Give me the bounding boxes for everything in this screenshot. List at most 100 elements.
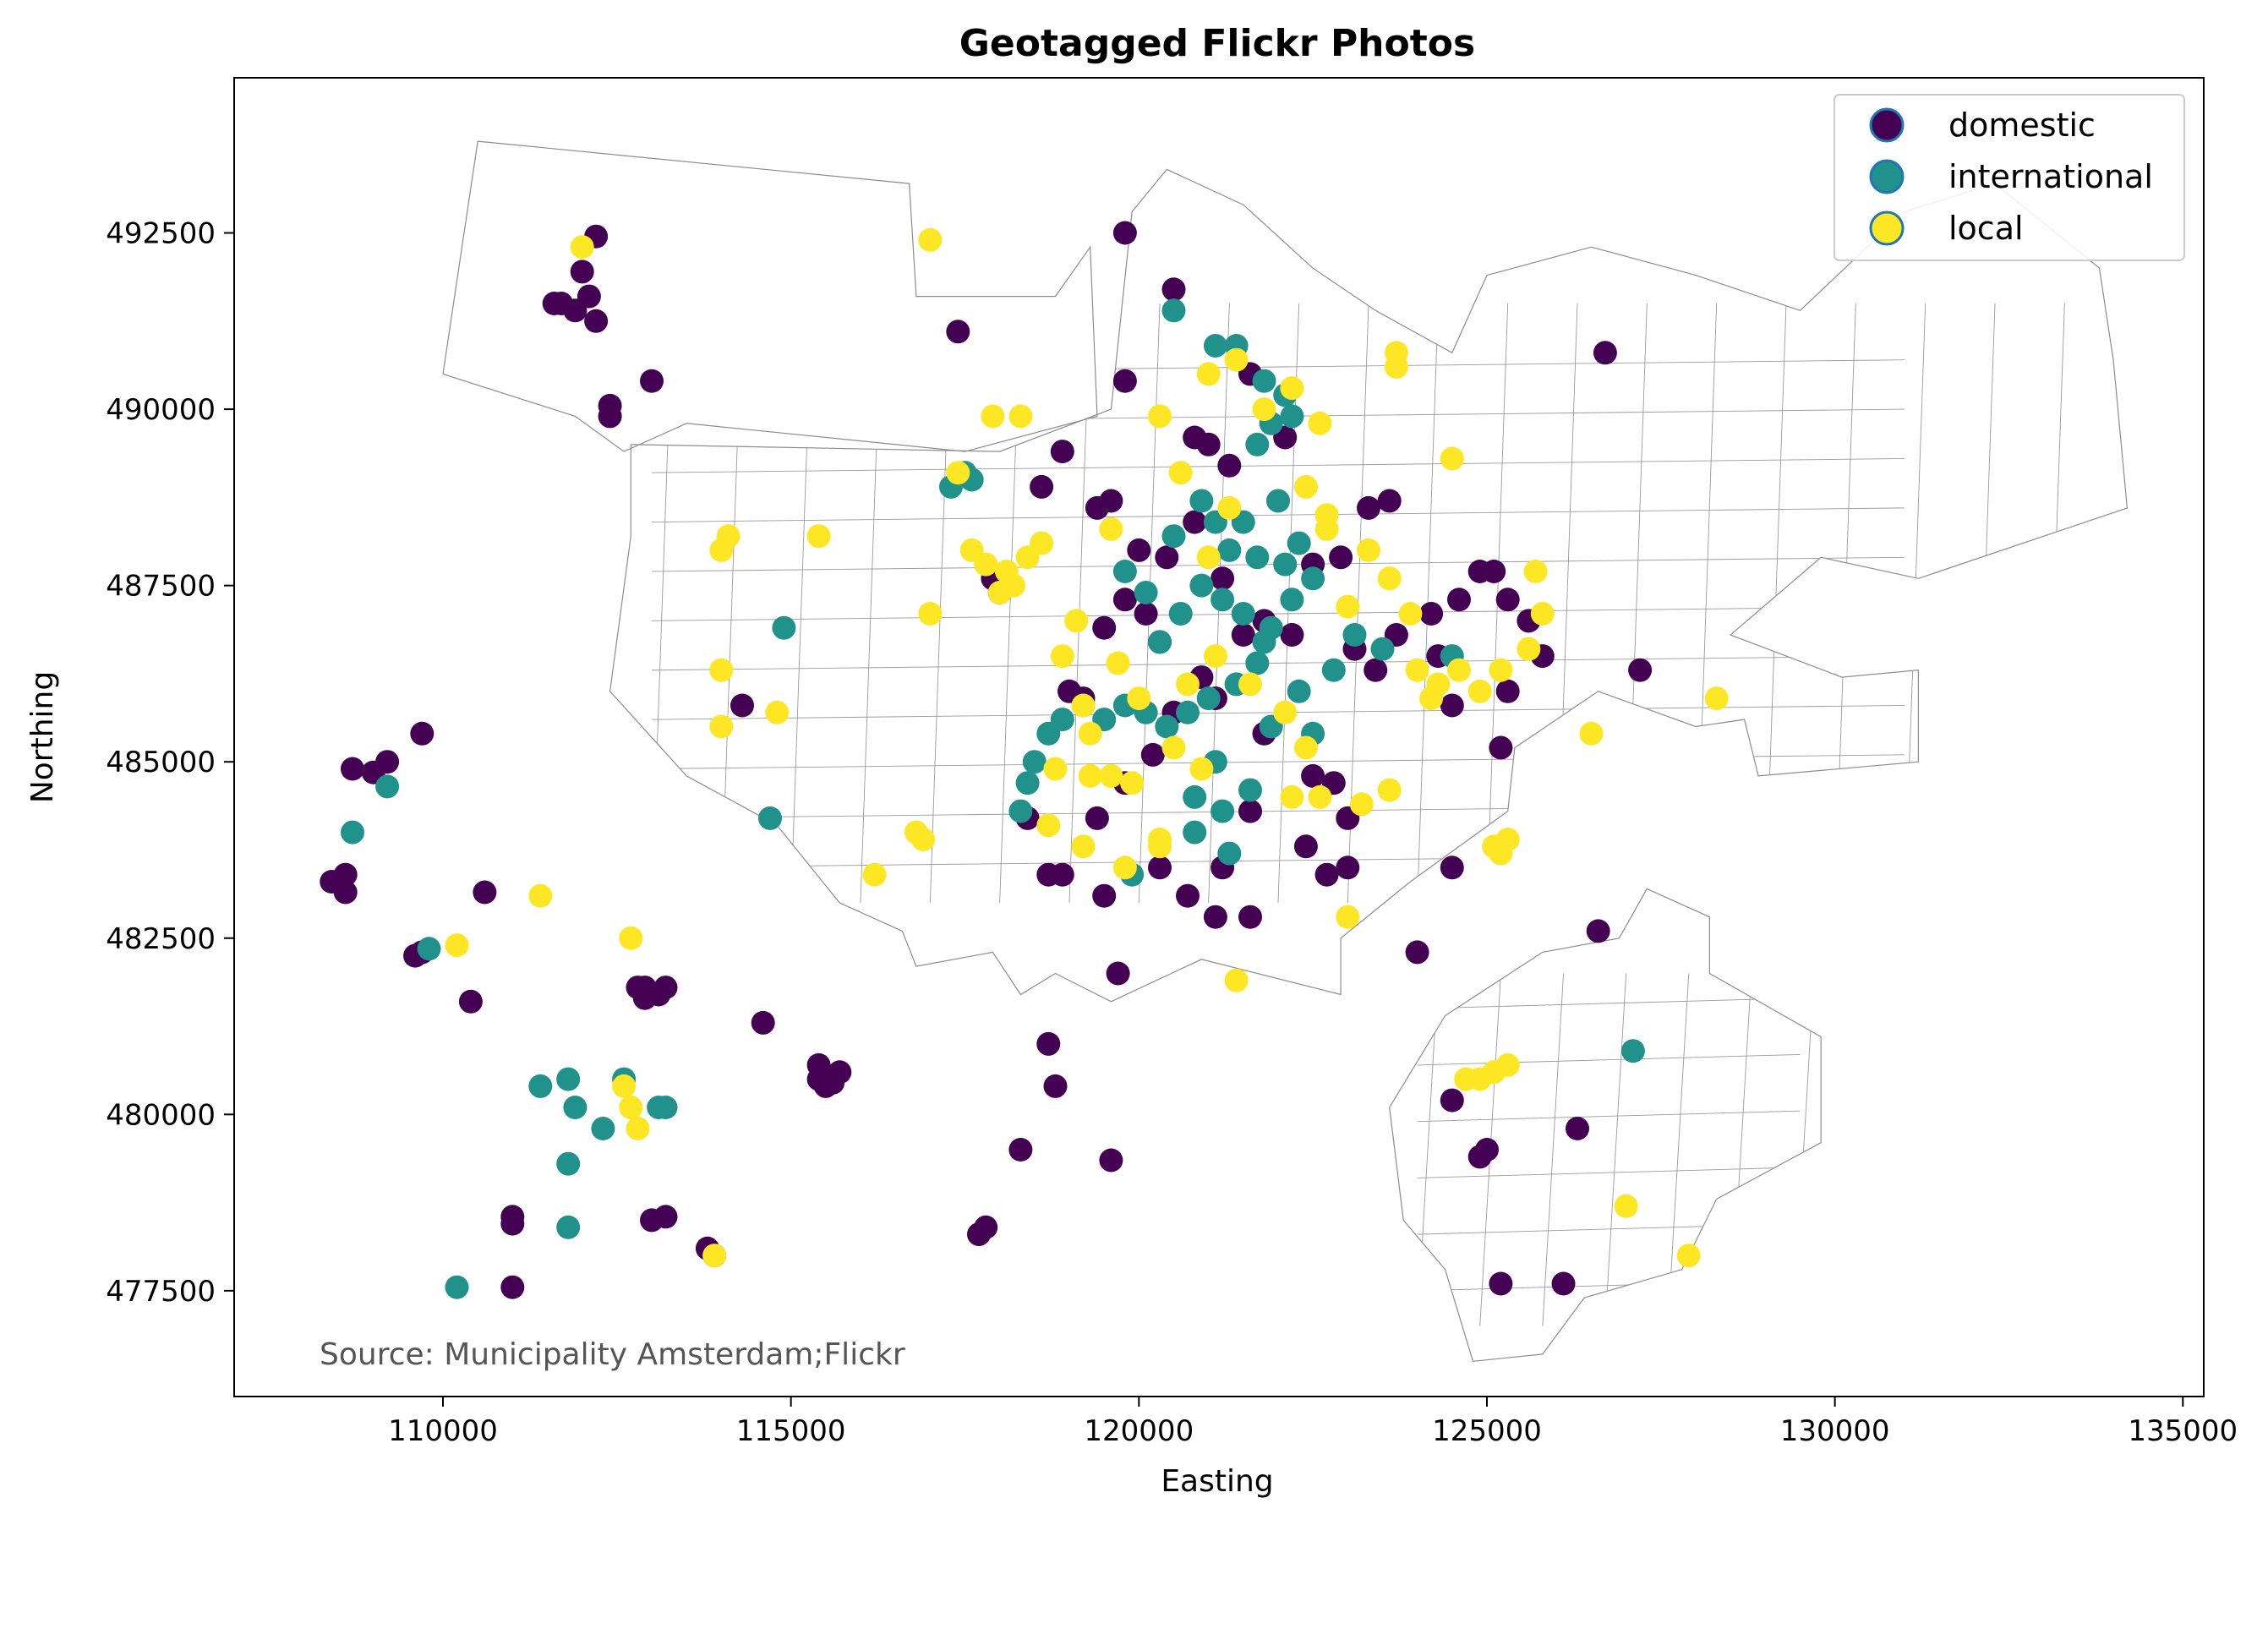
point-local (1161, 735, 1186, 760)
point-international (1287, 679, 1311, 703)
point-international (1183, 784, 1207, 809)
point-local (1224, 347, 1249, 372)
point-domestic (1231, 623, 1255, 647)
point-international (1203, 334, 1227, 358)
point-international (1008, 799, 1033, 823)
point-international (1245, 432, 1270, 456)
point-international (1134, 581, 1158, 604)
point-domestic (1030, 474, 1054, 499)
point-international (1176, 700, 1200, 724)
point-domestic (653, 976, 678, 1000)
point-domestic (1301, 763, 1325, 788)
legend-marker-international (1869, 159, 1905, 194)
point-local (1217, 495, 1242, 520)
point-local (1099, 763, 1123, 788)
point-domestic (570, 260, 594, 284)
point-local (1467, 679, 1492, 703)
point-international (1168, 602, 1193, 626)
point-international (1321, 658, 1346, 682)
point-domestic (1329, 545, 1353, 570)
point-domestic (458, 989, 483, 1014)
point-international (1238, 778, 1262, 802)
point-local (612, 1074, 637, 1098)
point-international (528, 1074, 553, 1098)
plot-frame (233, 77, 2205, 1397)
point-domestic (751, 1010, 775, 1035)
y-tick-label: 477500 (106, 1275, 216, 1309)
point-local (1224, 968, 1249, 992)
point-international (1211, 799, 1235, 823)
point-international (1183, 820, 1207, 845)
point-local (1203, 644, 1227, 669)
neighbourhood-boundary (1417, 1110, 1801, 1123)
y-tick-label: 490000 (106, 393, 216, 427)
point-local (1377, 566, 1402, 591)
point-local (1495, 828, 1520, 851)
x-tick-label: 130000 (1780, 1414, 1890, 1448)
point-local (946, 461, 970, 485)
point-international (1301, 566, 1325, 591)
point-domestic (1085, 806, 1109, 830)
point-local (1148, 828, 1172, 851)
point-domestic (1377, 489, 1402, 513)
point-domestic (1112, 221, 1137, 245)
point-local (1357, 538, 1380, 562)
x-tick-label: 115000 (736, 1414, 846, 1448)
point-local (1196, 545, 1221, 570)
point-local (1308, 784, 1332, 809)
legend-marker-local (1869, 210, 1905, 246)
y-tick-label: 487500 (106, 570, 216, 604)
source-annotation: Source: Municipality Amsterdam;Flickr (320, 1337, 905, 1372)
point-local (619, 926, 643, 950)
point-international (1287, 531, 1311, 555)
point-domestic (1482, 560, 1506, 583)
y-axis: 477500 480000 482500 485000 487500 490000 4925… (106, 217, 234, 1309)
x-tick-label: 120000 (1084, 1414, 1194, 1448)
x-axis-label: Easting (1161, 1464, 1273, 1499)
point-local (1280, 376, 1304, 401)
point-local (1030, 531, 1054, 555)
point-international (1252, 369, 1276, 393)
point-domestic (500, 1275, 525, 1299)
point-domestic (1440, 855, 1464, 880)
point-international (563, 1096, 587, 1119)
point-domestic (1155, 545, 1179, 570)
point-domestic (730, 693, 754, 718)
point-domestic (333, 880, 358, 905)
point-domestic (640, 369, 664, 393)
point-local (806, 524, 831, 549)
point-domestic (1405, 940, 1429, 965)
point-international (1252, 630, 1276, 654)
point-local (709, 538, 734, 562)
point-local (1148, 404, 1172, 429)
point-domestic (1280, 623, 1304, 647)
point-local (1043, 757, 1068, 781)
neighbourhood-boundary (1417, 998, 1801, 1009)
neighbourhood-boundary (651, 606, 1905, 621)
point-domestic (1217, 453, 1242, 478)
point-domestic (1628, 658, 1653, 682)
point-international (1211, 588, 1235, 612)
point-international (556, 1215, 581, 1239)
point-local (1314, 517, 1339, 541)
point-international (1155, 714, 1179, 739)
point-local (1579, 721, 1604, 746)
point-domestic (1092, 883, 1117, 908)
point-domestic (1106, 961, 1130, 986)
point-local (1308, 411, 1332, 435)
point-local (1112, 855, 1137, 880)
point-local (1349, 792, 1374, 817)
point-domestic (821, 1070, 845, 1095)
neighbourhood-boundary (651, 458, 1905, 473)
series-international (341, 298, 1645, 1299)
point-domestic (341, 757, 364, 781)
point-local (1489, 658, 1513, 682)
legend-label-local: local (1948, 210, 2024, 247)
point-local (1008, 404, 1033, 429)
plot-area (234, 78, 2204, 1397)
point-international (1280, 404, 1304, 429)
point-domestic (1196, 432, 1221, 456)
point-international (341, 820, 364, 845)
point-international (1161, 298, 1186, 323)
neighbourhood-boundary (1542, 973, 1564, 1326)
